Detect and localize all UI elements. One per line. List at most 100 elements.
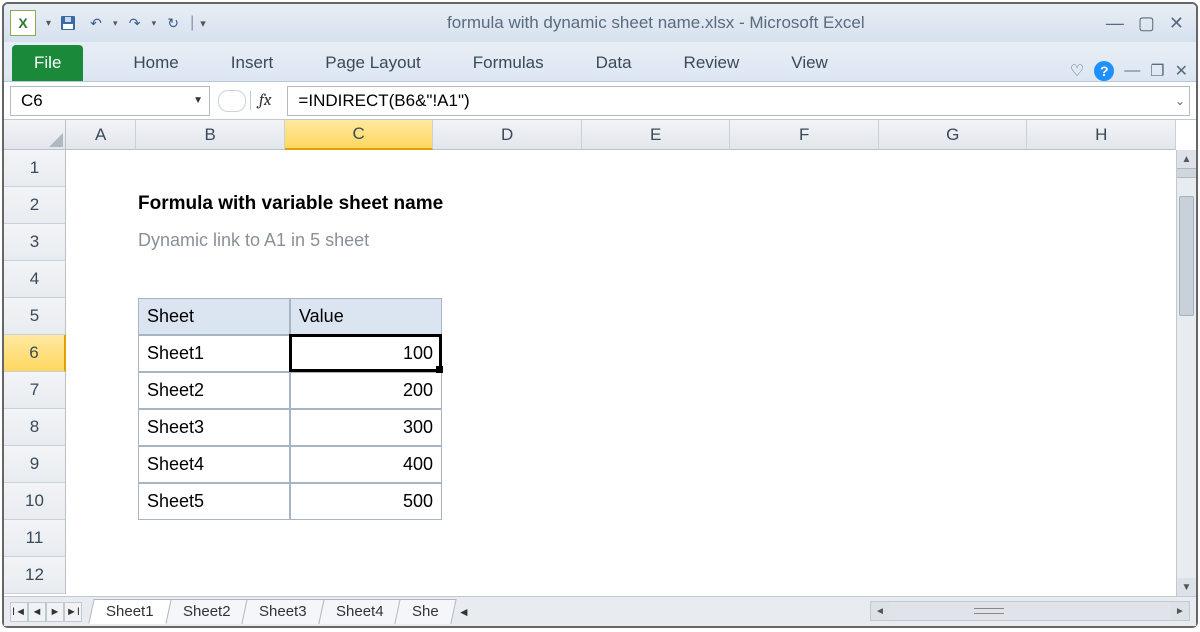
row-header-4[interactable]: 4 (4, 261, 66, 298)
column-header-E[interactable]: E (582, 120, 731, 150)
fx-cancel-icon[interactable] (218, 90, 246, 112)
redo-icon[interactable]: ↷ (124, 12, 146, 34)
table-cell[interactable]: Sheet3 (138, 409, 290, 446)
redo-dropdown-icon[interactable]: ▾ (152, 18, 157, 29)
tab-scroll-icon[interactable]: ◄ (458, 605, 470, 619)
sheet-tab-sheet4[interactable]: Sheet4 (318, 599, 401, 624)
doc-minimize-icon[interactable]: ― (1124, 62, 1140, 80)
repeat-icon[interactable]: ↻ (162, 12, 184, 34)
fx-area: fx =INDIRECT(B6&"!A1") ⌄ (250, 86, 1190, 116)
undo-icon[interactable]: ↶ (85, 12, 107, 34)
row-header-8[interactable]: 8 (4, 409, 66, 446)
row-header-9[interactable]: 9 (4, 446, 66, 483)
row-header-7[interactable]: 7 (4, 372, 66, 409)
tab-home[interactable]: Home (115, 45, 196, 81)
row-header-6[interactable]: 6 (4, 335, 66, 372)
formula-text: =INDIRECT(B6&"!A1") (298, 91, 469, 111)
column-header-A[interactable]: A (66, 120, 136, 150)
hscroll-track[interactable] (889, 602, 1171, 620)
qat-separator: | (190, 14, 194, 32)
formula-expand-icon[interactable]: ⌄ (1175, 94, 1185, 108)
vertical-scrollbar[interactable]: ▲ ▼ (1176, 150, 1196, 596)
quick-access-toolbar: ▾ ↶ ▾ ↷ ▾ ↻ | ▾ (46, 12, 206, 34)
column-header-D[interactable]: D (433, 120, 582, 150)
table-cell[interactable]: Sheet4 (138, 446, 290, 483)
tab-data[interactable]: Data (578, 45, 650, 81)
select-all-corner[interactable] (4, 120, 66, 150)
tab-page-layout[interactable]: Page Layout (307, 45, 438, 81)
row-header-11[interactable]: 11 (4, 520, 66, 557)
row-headers: 123456789101112 (4, 150, 66, 596)
heading-text: Formula with variable sheet name (138, 193, 443, 215)
close-icon[interactable]: ✕ (1169, 13, 1184, 34)
table-header-value[interactable]: Value (290, 298, 442, 335)
table-cell[interactable]: 400 (290, 446, 442, 483)
name-box[interactable]: C6 ▼ (10, 86, 210, 116)
column-header-B[interactable]: B (136, 120, 285, 150)
horizontal-scrollbar[interactable]: ◄ ► (870, 601, 1190, 621)
sheet-nav-last-icon[interactable]: ►I (64, 602, 82, 622)
formula-input[interactable]: =INDIRECT(B6&"!A1") ⌄ (287, 86, 1190, 116)
table-header-sheet[interactable]: Sheet (138, 298, 290, 335)
doc-restore-icon[interactable]: ❐ (1150, 61, 1164, 81)
row-header-12[interactable]: 12 (4, 557, 66, 594)
excel-app-icon[interactable]: X (10, 10, 36, 36)
table-cell[interactable]: Sheet2 (138, 372, 290, 409)
scroll-down-icon[interactable]: ▼ (1177, 578, 1196, 596)
maximize-icon[interactable]: ▢ (1138, 13, 1155, 34)
formula-bar: C6 ▼ fx =INDIRECT(B6&"!A1") ⌄ (4, 82, 1196, 120)
subheading-text: Dynamic link to A1 in 5 sheet (138, 230, 369, 251)
column-header-C[interactable]: C (285, 120, 434, 150)
sheet-nav-next-icon[interactable]: ► (46, 602, 64, 622)
fx-label[interactable]: fx (250, 91, 279, 110)
sheet-tab-she[interactable]: She (395, 599, 457, 624)
table-cell[interactable]: Sheet1 (138, 335, 290, 372)
name-box-dropdown-icon[interactable]: ▼ (193, 95, 203, 106)
column-header-F[interactable]: F (730, 120, 879, 150)
sheet-nav-prev-icon[interactable]: ◄ (28, 602, 46, 622)
column-headers: ABCDEFGH (66, 120, 1176, 150)
name-box-value: C6 (21, 91, 43, 111)
help-icon[interactable]: ? (1094, 61, 1114, 81)
table-cell[interactable]: 100 (290, 335, 442, 372)
hscroll-thumb[interactable] (974, 608, 1004, 614)
sheet-tab-sheet2[interactable]: Sheet2 (165, 599, 248, 624)
column-header-G[interactable]: G (879, 120, 1028, 150)
tab-view[interactable]: View (773, 45, 846, 81)
title-bar: X ▾ ↶ ▾ ↷ ▾ ↻ | ▾ formula with dynamic s… (4, 4, 1196, 42)
minimize-icon[interactable]: ― (1106, 13, 1124, 34)
window-controls: ― ▢ ✕ (1106, 13, 1190, 34)
doc-close-icon[interactable]: ✕ (1175, 61, 1188, 81)
column-header-H[interactable]: H (1027, 120, 1176, 150)
sheet-tab-sheet3[interactable]: Sheet3 (241, 599, 324, 624)
split-handle[interactable] (1177, 168, 1196, 178)
table-cell[interactable]: 200 (290, 372, 442, 409)
ribbon-min-icon[interactable]: ♡ (1070, 61, 1084, 81)
tab-insert[interactable]: Insert (213, 45, 292, 81)
row-header-2[interactable]: 2 (4, 187, 66, 224)
row-header-5[interactable]: 5 (4, 298, 66, 335)
table-cell[interactable]: 500 (290, 483, 442, 520)
scroll-thumb[interactable] (1179, 196, 1194, 316)
excel-window: X ▾ ↶ ▾ ↷ ▾ ↻ | ▾ formula with dynamic s… (2, 2, 1198, 628)
cells-area[interactable]: Formula with variable sheet name Dynamic … (66, 150, 1176, 596)
row-header-1[interactable]: 1 (4, 150, 66, 187)
hscroll-left-icon[interactable]: ◄ (871, 602, 889, 620)
sheet-tab-bar: I◄ ◄ ► ►I Sheet1Sheet2Sheet3Sheet4She ◄ … (4, 596, 1196, 626)
scroll-up-icon[interactable]: ▲ (1177, 150, 1196, 168)
save-icon[interactable] (57, 12, 79, 34)
tab-review[interactable]: Review (666, 45, 758, 81)
sheet-nav-first-icon[interactable]: I◄ (10, 602, 28, 622)
hscroll-right-icon[interactable]: ► (1171, 602, 1189, 620)
row-header-3[interactable]: 3 (4, 224, 66, 261)
qat-dropdown-icon[interactable]: ▾ (46, 18, 51, 29)
undo-dropdown-icon[interactable]: ▾ (113, 18, 118, 29)
row-header-10[interactable]: 10 (4, 483, 66, 520)
sheet-tab-sheet1[interactable]: Sheet1 (88, 599, 171, 624)
tab-formulas[interactable]: Formulas (455, 45, 562, 81)
window-title: formula with dynamic sheet name.xlsx - M… (206, 13, 1106, 33)
sheet-tabs: Sheet1Sheet2Sheet3Sheet4She (92, 599, 454, 624)
file-tab[interactable]: File (12, 45, 83, 81)
table-cell[interactable]: Sheet5 (138, 483, 290, 520)
table-cell[interactable]: 300 (290, 409, 442, 446)
